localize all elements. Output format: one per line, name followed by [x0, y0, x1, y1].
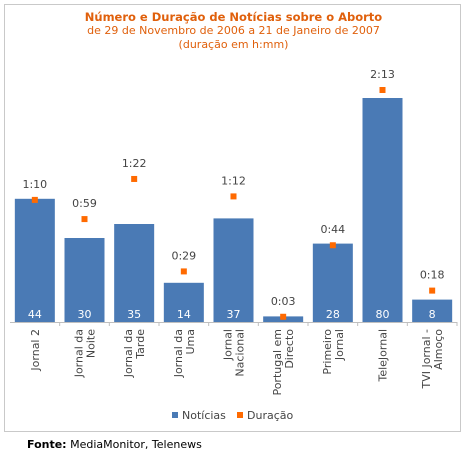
- duration-label: 1:12: [221, 174, 246, 187]
- marker-duracao: [31, 196, 38, 203]
- marker-duracao: [230, 193, 237, 200]
- duration-label: 0:03: [271, 295, 296, 308]
- duration-label: 1:10: [22, 178, 47, 191]
- bar-value-label: 30: [78, 308, 92, 321]
- marker-duracao: [131, 175, 138, 182]
- category-label: TeleJornal: [377, 329, 390, 383]
- source-label: Fonte:: [27, 438, 67, 451]
- chart-subtitle-line-1: de 29 de Novembro de 2006 a 21 de Janeir…: [87, 24, 380, 37]
- bar-value-label: 8: [429, 308, 436, 321]
- bar-value-label: 44: [28, 308, 42, 321]
- bar-noticias: [312, 243, 353, 322]
- category-label: PrimeiroJornal: [321, 329, 346, 375]
- chart-title: Número e Duração de Notícias sobre o Abo…: [84, 10, 383, 24]
- source-text: MediaMonitor, Telenews: [66, 438, 202, 451]
- legend-swatch-duracao: [237, 412, 243, 418]
- chart-frame: Número e Duração de Notícias sobre o Abo…: [4, 4, 461, 432]
- bar-value-label: 80: [376, 308, 390, 321]
- duration-label: 0:29: [171, 249, 196, 262]
- bar-noticias: [412, 299, 453, 322]
- category-label: Jornal 2: [29, 329, 42, 372]
- bar-noticias: [163, 282, 204, 322]
- bar-noticias: [114, 224, 155, 322]
- duration-label: 0:44: [320, 223, 345, 236]
- chart-subtitle-line-2: (duração em h:mm): [178, 38, 289, 51]
- bar-value-label: 28: [326, 308, 340, 321]
- duration-label: 1:22: [122, 157, 147, 170]
- category-label: JornalNacional: [222, 329, 247, 377]
- marker-duracao: [429, 287, 436, 294]
- duration-label: 0:59: [72, 197, 97, 210]
- marker-duracao: [280, 313, 287, 320]
- bar-noticias: [213, 218, 254, 322]
- marker-duracao: [379, 87, 386, 93]
- title-block: Número e Duração de Notícias sobre o Abo…: [5, 5, 462, 52]
- marker-duracao: [81, 216, 88, 223]
- bar-value-label: 14: [177, 308, 191, 321]
- marker-duracao: [329, 242, 336, 249]
- legend-swatch-noticias: [172, 412, 178, 418]
- legend-label-noticias: Notícias: [182, 409, 226, 422]
- category-label: Jornal daNoite: [73, 329, 98, 379]
- category-label: TVI Jornal -Almoço: [420, 329, 445, 390]
- marker-duracao: [180, 268, 187, 275]
- source-note: Fonte: MediaMonitor, Telenews: [27, 438, 202, 451]
- duration-label: 2:13: [370, 68, 395, 81]
- bar-value-label: 35: [127, 308, 141, 321]
- bar-noticias: [64, 238, 105, 322]
- category-label: Portugal emDirecto: [271, 329, 296, 396]
- chart-plot: 44 1:10 Jornal 2 30 0:59 Jornal daNoite 35 1:22…: [10, 68, 458, 422]
- duration-label: 0:18: [420, 269, 445, 282]
- bar-noticias: [14, 198, 55, 322]
- bar-noticias: [362, 98, 403, 322]
- bar-value-label: 37: [227, 308, 241, 321]
- category-label: Jornal daTarde: [122, 329, 147, 379]
- category-label: Jornal daUma: [172, 329, 197, 378]
- legend-label-duracao: Duração: [247, 409, 293, 422]
